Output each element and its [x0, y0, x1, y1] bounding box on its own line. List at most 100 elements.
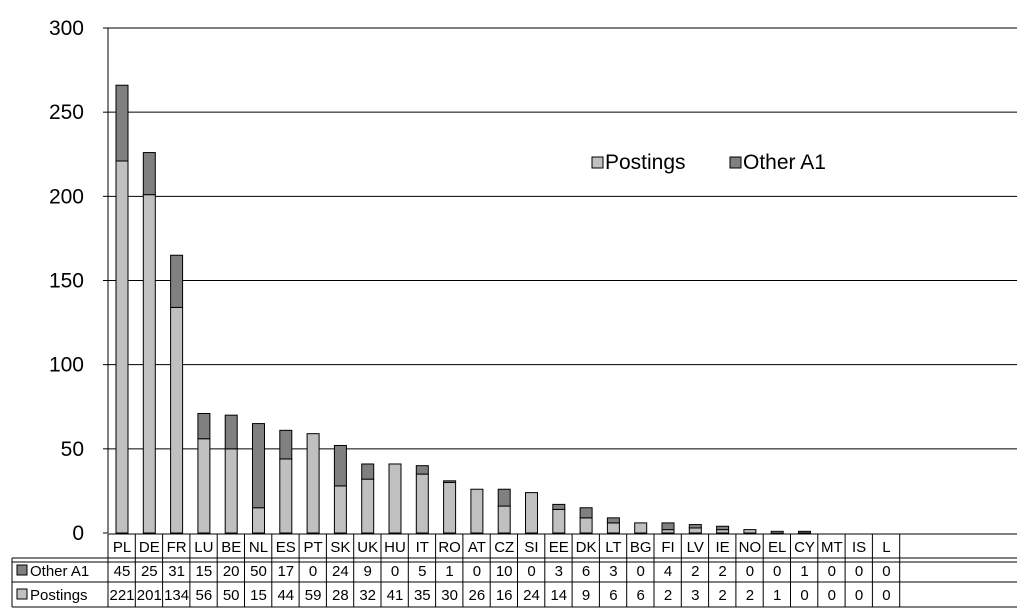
category-label: HU — [384, 539, 406, 556]
bar-other-a1-de — [142, 152, 156, 196]
table-cell: 9 — [582, 587, 590, 604]
bar-other-a1-pl — [115, 84, 129, 162]
bar-other-a1-fi — [661, 522, 675, 531]
category-label: FR — [167, 539, 187, 556]
legend-label: Other A1 — [743, 151, 826, 174]
table-cell: 17 — [277, 563, 294, 580]
table-legend-swatch — [16, 564, 28, 576]
y-tick-label: 150 — [49, 270, 84, 293]
legend: Postings Other A1 — [591, 151, 826, 174]
bar-postings-es — [279, 458, 293, 534]
category-label: IS — [852, 539, 866, 556]
category-label: SI — [524, 539, 538, 556]
table-cell: 2 — [746, 587, 754, 604]
table-cell: 4 — [664, 563, 672, 580]
table-cell: 59 — [305, 587, 322, 604]
category-label: BG — [630, 539, 652, 556]
category-label: ES — [276, 539, 296, 556]
table-cell: 0 — [800, 587, 808, 604]
table-cell: 2 — [664, 587, 672, 604]
category-label: SK — [330, 539, 350, 556]
legend-swatch — [729, 156, 742, 169]
category-label: UK — [357, 539, 378, 556]
table-cell: 0 — [828, 587, 836, 604]
bar-other-a1-lt — [606, 517, 620, 524]
bar-postings-el — [770, 530, 784, 534]
table-cell: 50 — [223, 587, 240, 604]
table-cell: 30 — [441, 587, 458, 604]
category-label: LV — [687, 539, 704, 556]
table-cell: 0 — [391, 563, 399, 580]
table-cell: 0 — [855, 563, 863, 580]
table-cell: 56 — [196, 587, 213, 604]
bar-other-a1-nl — [252, 423, 265, 509]
legend-swatch — [591, 156, 604, 169]
table-cell: 1 — [773, 587, 781, 604]
bar-other-a1-uk — [361, 463, 375, 480]
y-tick-label: 100 — [49, 354, 84, 377]
table-cell: 2 — [691, 563, 699, 580]
table-cell: 201 — [137, 587, 162, 604]
table-cell: 0 — [828, 563, 836, 580]
category-label: IE — [716, 539, 730, 556]
category-label: LT — [605, 539, 621, 556]
table-cell: 221 — [109, 587, 134, 604]
gridlines — [108, 27, 1017, 450]
category-label: LU — [194, 539, 213, 556]
table-cell: 50 — [250, 563, 267, 580]
bar-postings-ee — [552, 508, 566, 534]
y-axis: 0 50 100 150 200 250 300 — [49, 17, 109, 545]
bar-postings-sk — [333, 485, 347, 534]
table-cell: 0 — [882, 587, 890, 604]
bar-other-a1-fr — [170, 254, 184, 308]
bar-other-a1-lv — [688, 524, 702, 529]
table-cell: 0 — [309, 563, 317, 580]
bar-postings-bg — [634, 522, 648, 534]
table-cell: 10 — [496, 563, 513, 580]
table-cell: 6 — [637, 587, 645, 604]
category-label: EE — [549, 539, 569, 556]
bar-postings-fr — [170, 306, 184, 534]
y-tick-label: 250 — [49, 101, 84, 124]
bar-other-a1-it — [415, 465, 429, 475]
table-cell: 31 — [168, 563, 185, 580]
category-label: L — [882, 539, 890, 556]
data-table: PL DE FR LU BE NL ES PT SK UK HU IT RO AT CZ SI EE DK LT BG… — [11, 533, 1017, 608]
table-cell: 3 — [555, 563, 563, 580]
table-cell: 26 — [469, 587, 486, 604]
table-cell: 9 — [364, 563, 372, 580]
bar-postings-hu — [388, 463, 402, 534]
bar-postings-ro — [443, 482, 457, 534]
table-cell: 41 — [387, 587, 404, 604]
table-cell: 0 — [637, 563, 645, 580]
table-cell: 5 — [418, 563, 426, 580]
table-cell: 25 — [141, 563, 158, 580]
table-cell: 6 — [609, 587, 617, 604]
category-label: DK — [576, 539, 597, 556]
table-cell: 35 — [414, 587, 431, 604]
table-row-label: Other A1 — [30, 563, 89, 580]
table-cell: 134 — [164, 587, 189, 604]
category-label: RO — [438, 539, 461, 556]
bar-other-a1-ie — [716, 525, 730, 531]
table-cell: 15 — [196, 563, 213, 580]
table-cell: 20 — [223, 563, 240, 580]
table-cell: 14 — [550, 587, 567, 604]
bar-postings-nl — [252, 507, 265, 534]
table-cell: 44 — [277, 587, 294, 604]
table-cell: 2 — [718, 563, 726, 580]
bar-other-a1-dk — [579, 507, 593, 519]
category-label: BE — [221, 539, 241, 556]
category-label: NO — [739, 539, 762, 556]
table-cell: 16 — [496, 587, 513, 604]
category-label: MT — [821, 539, 843, 556]
table-cell: 3 — [691, 587, 699, 604]
table-cell: 24 — [332, 563, 349, 580]
bar-other-a1-sk — [333, 444, 347, 487]
bar-postings-be — [224, 448, 238, 534]
y-tick-label: 50 — [61, 438, 84, 461]
bar-postings-at — [470, 488, 484, 534]
bar-other-a1-cz — [497, 488, 511, 507]
bar-other-a1-ro — [443, 480, 457, 484]
